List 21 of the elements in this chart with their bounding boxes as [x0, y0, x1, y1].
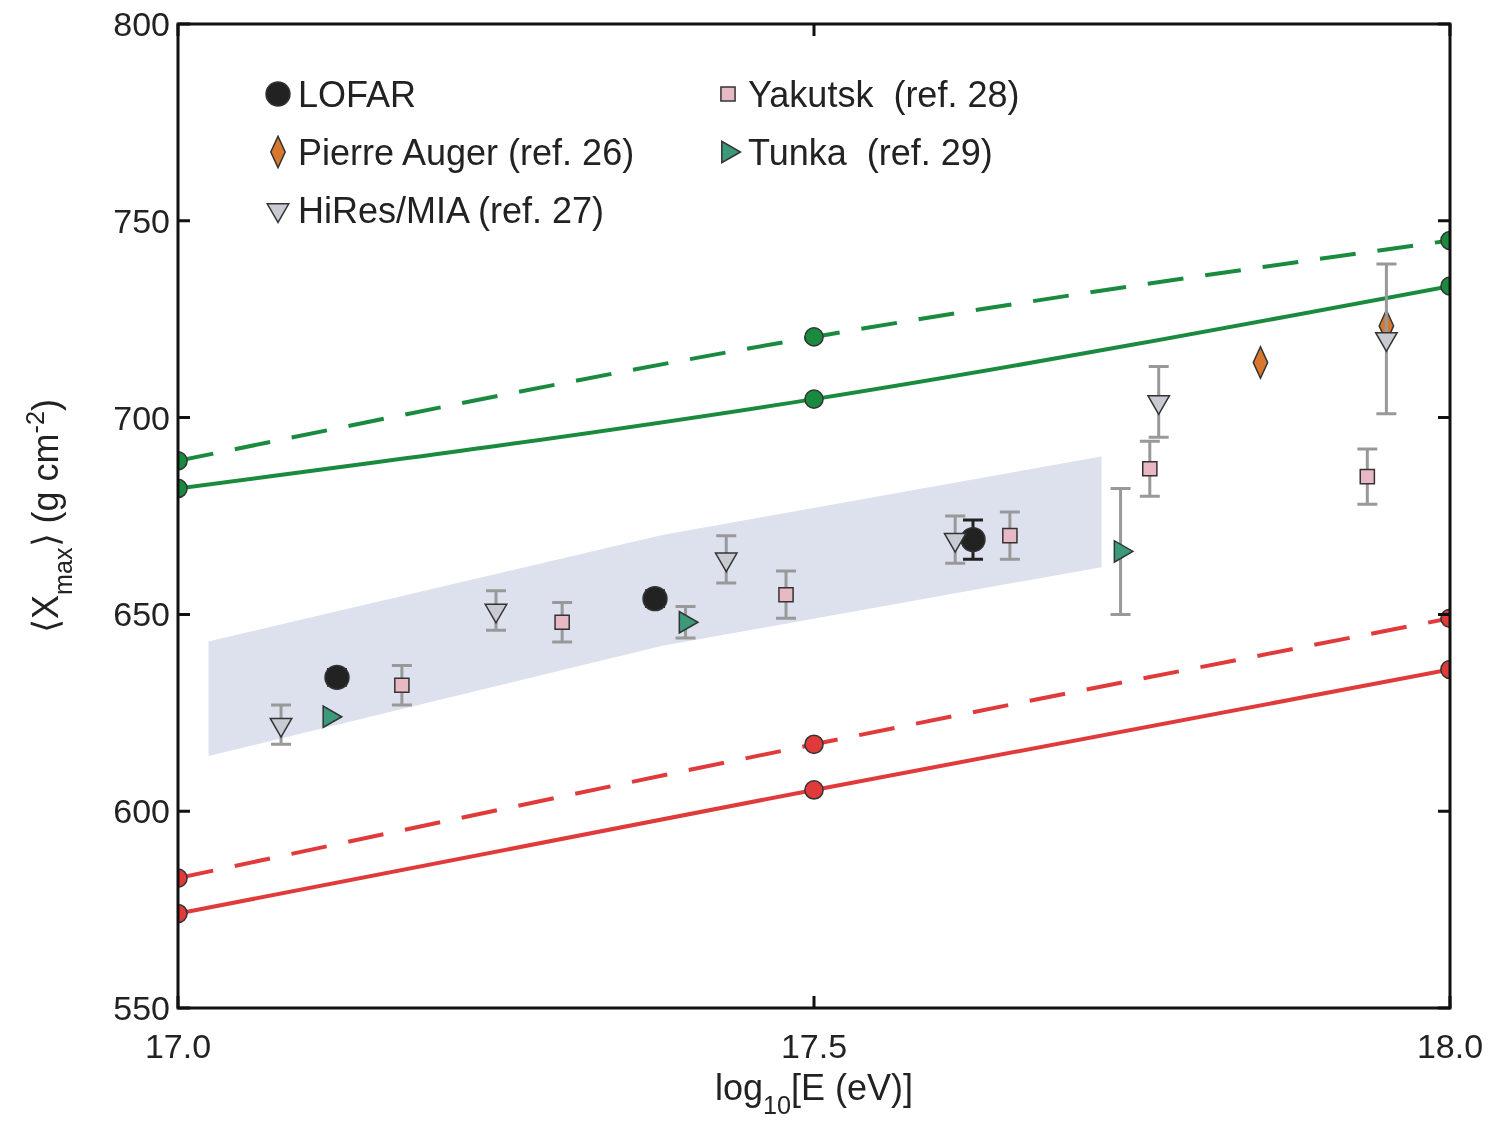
- legend-label: LOFAR: [298, 74, 417, 115]
- legend-label: Tunka (ref. 29): [748, 132, 993, 173]
- y-tick-label: 750: [113, 201, 170, 240]
- point: [1002, 527, 1018, 544]
- y-tick-label: 550: [113, 989, 170, 1027]
- x-tick-label: 17.0: [144, 1027, 212, 1065]
- point: [322, 705, 343, 729]
- legend-label: HiRes/MIA (ref. 27): [298, 190, 605, 231]
- point: [678, 610, 699, 634]
- y-tick-label: 600: [113, 792, 170, 831]
- x-axis-title: log$_{10}$[E (eV)]: [714, 1067, 914, 1119]
- legend-label: Yakutsk (ref. 28): [748, 74, 1020, 115]
- y-tick-label: 800: [113, 5, 170, 43]
- point: [960, 526, 986, 553]
- y-tick-label: 650: [113, 595, 170, 634]
- x-tick-label: 18.0: [1416, 1027, 1484, 1065]
- point: [642, 585, 668, 612]
- y-tick-label: 700: [113, 398, 170, 437]
- legend-label: Pierre Auger (ref. 26): [298, 132, 635, 173]
- point: [778, 586, 794, 603]
- x-tick-label: 17.5: [780, 1027, 848, 1065]
